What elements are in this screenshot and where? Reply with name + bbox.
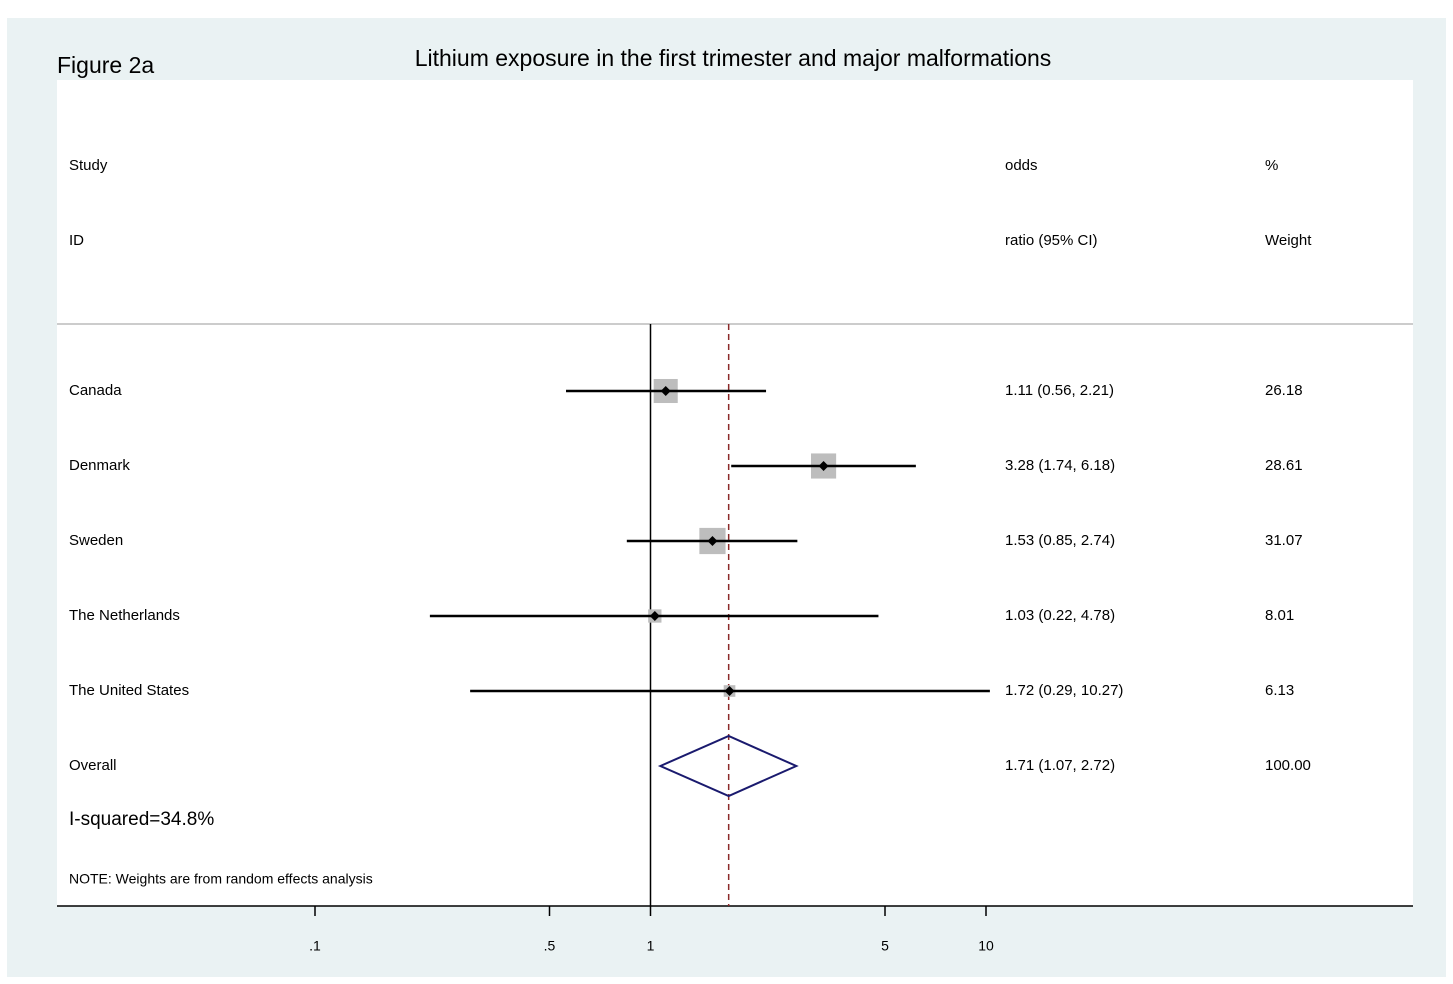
overall-diamond	[657, 734, 799, 798]
column-header: ID	[69, 232, 84, 249]
point-estimate	[660, 386, 671, 396]
column-header: %	[1265, 157, 1278, 174]
point-estimate	[818, 461, 829, 471]
figure-label: Figure 2a	[57, 52, 154, 78]
study-label: Sweden	[69, 532, 123, 549]
x-tick-label: 1	[647, 938, 655, 954]
ci-label: 1.03 (0.22, 4.78)	[1005, 607, 1115, 624]
study-label: The United States	[69, 682, 189, 699]
ci-label: 1.72 (0.29, 10.27)	[1005, 682, 1123, 699]
column-header: Study	[69, 157, 108, 174]
column-header: odds	[1005, 157, 1038, 174]
weight-label: 100.00	[1265, 757, 1311, 774]
point-estimate	[649, 611, 660, 621]
chart-title: Lithium exposure in the first trimester …	[415, 45, 1052, 71]
x-tick-label: .5	[544, 938, 556, 954]
weight-label: 8.01	[1265, 607, 1294, 624]
weight-label: 26.18	[1265, 382, 1303, 399]
study-label: Canada	[69, 382, 122, 399]
study-label: Overall	[69, 757, 117, 774]
ci-label: 3.28 (1.74, 6.18)	[1005, 457, 1115, 474]
column-header: ratio (95% CI)	[1005, 232, 1098, 249]
ci-label: 1.53 (0.85, 2.74)	[1005, 532, 1115, 549]
study-label: Denmark	[69, 457, 130, 474]
x-tick-label: 5	[881, 938, 889, 954]
ci-label: 1.71 (1.07, 2.72)	[1005, 757, 1115, 774]
study-label: The Netherlands	[69, 607, 180, 624]
x-tick-label: 10	[978, 938, 994, 954]
heterogeneity: I-squared=34.8%	[69, 809, 214, 830]
weight-label: 31.07	[1265, 532, 1303, 549]
ci-label: 1.11 (0.56, 2.21)	[1005, 382, 1114, 399]
note: NOTE: Weights are from random effects an…	[69, 871, 373, 887]
column-header: Weight	[1265, 232, 1312, 249]
weight-label: 28.61	[1265, 457, 1303, 474]
point-estimate	[724, 686, 735, 696]
point-estimate	[707, 536, 718, 546]
weight-label: 6.13	[1265, 682, 1294, 699]
plot-background	[57, 80, 1413, 906]
x-tick-label: .1	[309, 938, 321, 954]
